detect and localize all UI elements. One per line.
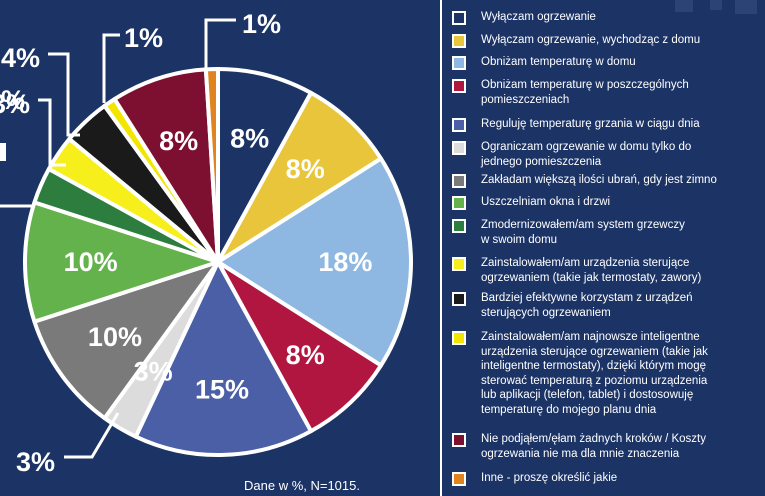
legend-label: Zakładam większą ilości ubrań, gdy jest … <box>481 174 717 186</box>
slice-data-label: 8% <box>286 154 325 184</box>
legend-swatch <box>452 174 466 188</box>
slice-data-label: 3% <box>134 357 173 387</box>
callout-leader-line <box>48 52 80 137</box>
legend-label: Bardziej efektywne korzystam z urządzeń … <box>481 292 693 319</box>
callout-leader-line <box>64 412 120 459</box>
legend-swatch <box>452 196 466 210</box>
callout-label: 1% <box>124 23 163 53</box>
legend-label: Zainstalowałem/am najnowsze inteligentne… <box>481 331 708 416</box>
pie-slice <box>133 260 313 457</box>
callout-label: 3% <box>16 447 55 477</box>
data-note: Dane w %, N=1015. <box>244 478 360 493</box>
legend-swatch <box>452 292 466 306</box>
legend-label: Ograniczam ogrzewanie w domu tylko do je… <box>481 141 692 168</box>
legend-label: Reguluję temperaturę grzania w ciągu dni… <box>481 118 700 130</box>
legend-swatch <box>452 331 466 345</box>
legend-label: Nie podjąłem/ęłam żadnych kroków / Koszt… <box>481 433 706 460</box>
callout-label: 3% <box>0 85 25 115</box>
slice-data-label: 8% <box>230 124 269 154</box>
pie-slice <box>32 260 220 421</box>
legend-label: Zmodernizowałem/am system grzewczy w swo… <box>481 219 685 246</box>
legend-label: Wyłączam ogrzewanie <box>481 11 596 23</box>
pie-chart: 8% 8% 18% 8% 15% 3% 10% 10% 8% 3% 4% 3% 1% 1% 3% <box>0 9 413 477</box>
slice-data-label: 18% <box>318 247 372 277</box>
pie-slice <box>216 156 413 368</box>
legend-divider <box>440 0 442 496</box>
legend-swatch <box>452 56 466 70</box>
legend-label: Wyłączam ogrzewanie, wychodząc z domu <box>481 34 701 46</box>
legend-swatch <box>452 141 466 155</box>
callout-leader-line <box>102 33 120 103</box>
clipped-callout-mark <box>0 143 6 161</box>
legend: Wyłączam ogrzewanie Wyłączam ogrzewanie, … <box>452 0 765 496</box>
legend-swatch <box>452 219 466 233</box>
callout-label: 4% <box>1 43 40 73</box>
callout-label: 3% <box>0 89 30 119</box>
legend-swatch <box>452 11 466 25</box>
legend-swatch <box>452 257 466 271</box>
decorative-block <box>675 0 693 12</box>
legend-label: Obniżam temperaturę w domu <box>481 56 636 68</box>
callout-label: 1% <box>242 9 281 39</box>
slice-data-label: 10% <box>64 247 118 277</box>
legend-swatch <box>452 472 466 486</box>
pie-slice <box>23 200 220 324</box>
slice-data-label: 8% <box>159 126 198 156</box>
legend-label: Zainstalowałem/am urządzenia sterujące o… <box>481 257 702 284</box>
slice-data-label: 10% <box>88 322 142 352</box>
legend-label: Obniżam temperaturę w poszczególnych pom… <box>481 79 689 106</box>
decorative-block <box>735 0 757 14</box>
legend-swatch <box>452 433 466 447</box>
slice-data-label: 8% <box>286 340 325 370</box>
legend-label: Uszczelniam okna i drzwi <box>481 196 611 208</box>
decorative-block <box>710 0 722 10</box>
legend-swatch <box>452 118 466 132</box>
slice-data-label: 15% <box>195 374 249 404</box>
legend-swatch <box>452 79 466 93</box>
legend-label: Inne - proszę określić jakie <box>481 472 618 484</box>
callout-leader-line <box>38 98 66 167</box>
legend-swatch <box>452 34 466 48</box>
callout-leader-line <box>204 18 236 73</box>
